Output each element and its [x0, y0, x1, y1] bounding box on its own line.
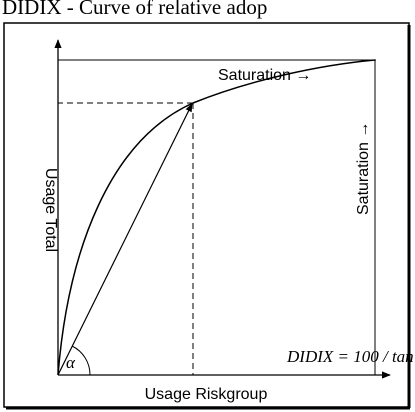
y-axis-label: Usage Total	[42, 168, 59, 252]
angle-arc	[71, 345, 91, 376]
secant-arrow	[57, 103, 193, 376]
saturation-label: Saturation →	[218, 67, 311, 84]
title: DIDIX - Curve of relative adop	[2, 0, 267, 19]
x-axis-label: Usage Riskgroup	[145, 386, 268, 403]
saturation-label: Saturation →	[355, 122, 372, 215]
adoption-curve	[57, 59, 376, 376]
angle-label: α	[66, 353, 76, 372]
formula: DIDIX = 100 / tan α	[286, 347, 415, 366]
